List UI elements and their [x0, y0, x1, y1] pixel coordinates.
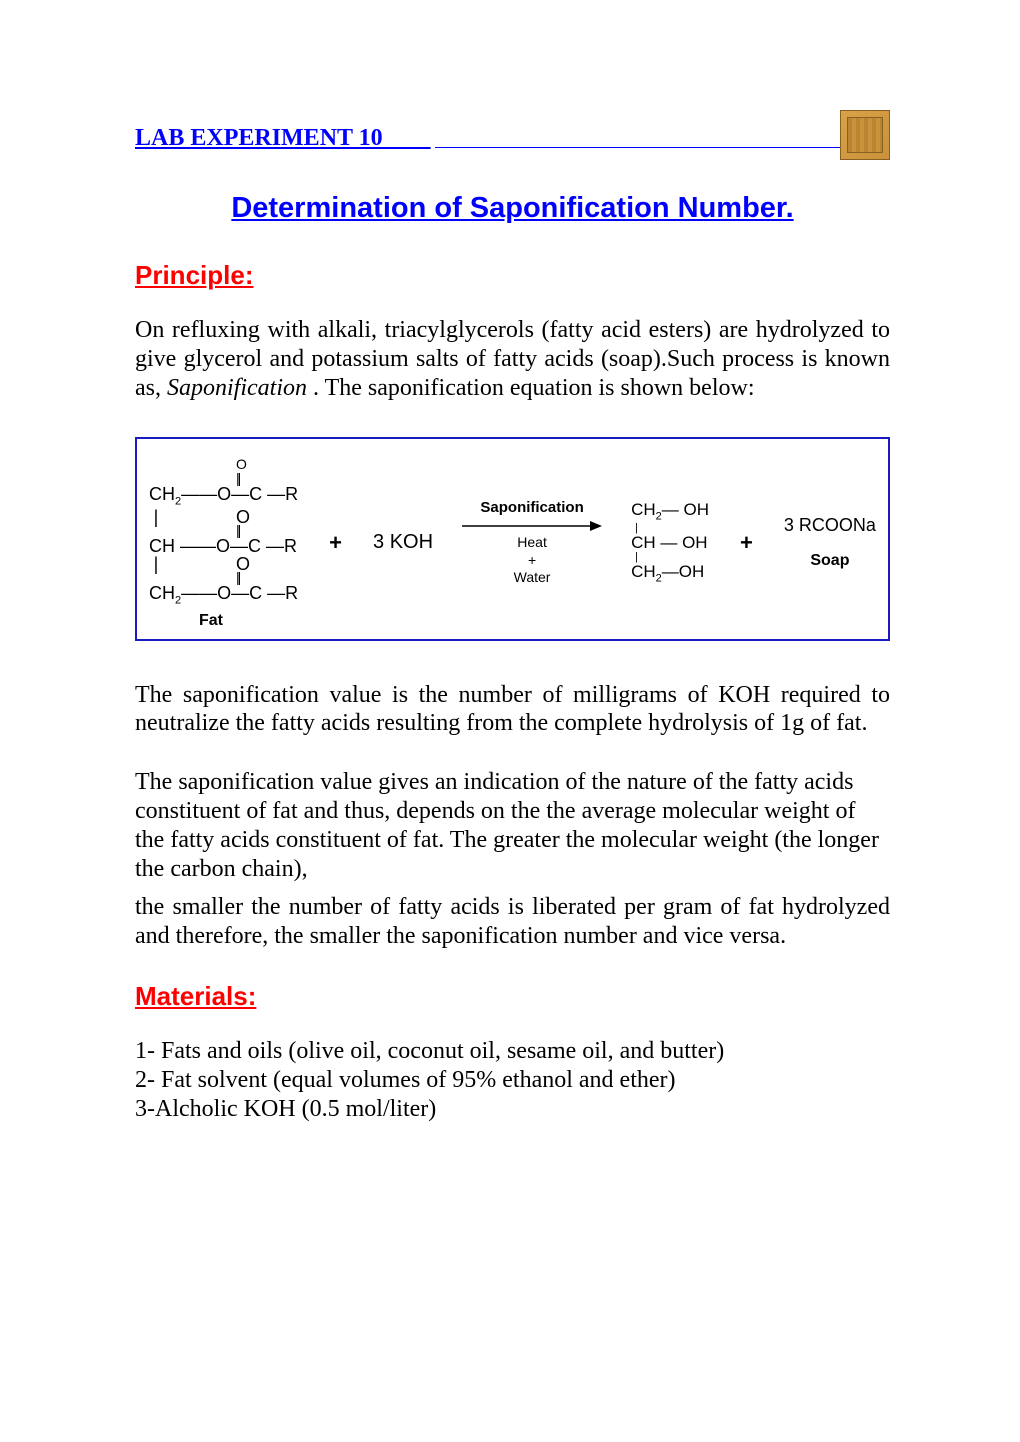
- salt-formula: 3 RCOONa: [784, 515, 876, 535]
- materials-item-3: 3-Alcholic KOH (0.5 mol/liter): [135, 1095, 890, 1124]
- glycerol-structure: CH2— OH | CH — OH | CH2—OH: [631, 501, 709, 586]
- lab-experiment-label: LAB EXPERIMENT 10: [135, 125, 431, 152]
- page-container: LAB EXPERIMENT 10 Determination of Sapon…: [0, 0, 1020, 1203]
- koh-reagent: 3 KOH: [373, 531, 433, 554]
- header-underline: [435, 147, 840, 148]
- heat-label: Heat: [462, 534, 602, 552]
- principle-paragraph-1: On refluxing with alkali, triacylglycero…: [135, 316, 890, 402]
- soap-product: 3 RCOONa Soap: [784, 515, 876, 570]
- plus-sign: +: [323, 530, 348, 556]
- triglyceride-structure: O || CH2——O—C —R |O || CH ——O—C —R |O ||…: [149, 457, 298, 628]
- water-label: Water: [462, 569, 602, 587]
- italic-term: Saponification: [167, 375, 307, 401]
- saponification-diagram: O || CH2——O—C —R |O || CH ——O—C —R |O ||…: [135, 437, 890, 640]
- diagram-content-row: O || CH2——O—C —R |O || CH ——O—C —R |O ||…: [149, 457, 876, 628]
- arrow-icon: [462, 520, 602, 532]
- saponification-label: Saponification: [462, 499, 602, 518]
- reaction-arrow-column: Saponification Heat + Water: [458, 499, 606, 586]
- principle-paragraph-2: The saponification value is the number o…: [135, 681, 890, 739]
- fat-label: Fat: [149, 613, 298, 629]
- text-span: . The saponification equation is shown b…: [307, 375, 754, 401]
- materials-item-2: 2- Fat solvent (equal volumes of 95% eth…: [135, 1066, 890, 1095]
- header-row: LAB EXPERIMENT 10: [135, 110, 890, 152]
- plus-sign-2: +: [734, 530, 759, 556]
- page-title: Determination of Saponification Number.: [135, 192, 890, 225]
- section-heading-principle: Principle:: [135, 260, 890, 291]
- decorative-scroll-icon: [840, 110, 890, 160]
- materials-item-1: 1- Fats and oils (olive oil, coconut oil…: [135, 1037, 890, 1066]
- principle-paragraph-3: The saponification value gives an indica…: [135, 768, 890, 883]
- plus-small: +: [462, 552, 602, 570]
- soap-label: Soap: [784, 552, 876, 570]
- section-heading-materials: Materials:: [135, 981, 890, 1012]
- principle-paragraph-4: the smaller the number of fatty acids is…: [135, 893, 890, 951]
